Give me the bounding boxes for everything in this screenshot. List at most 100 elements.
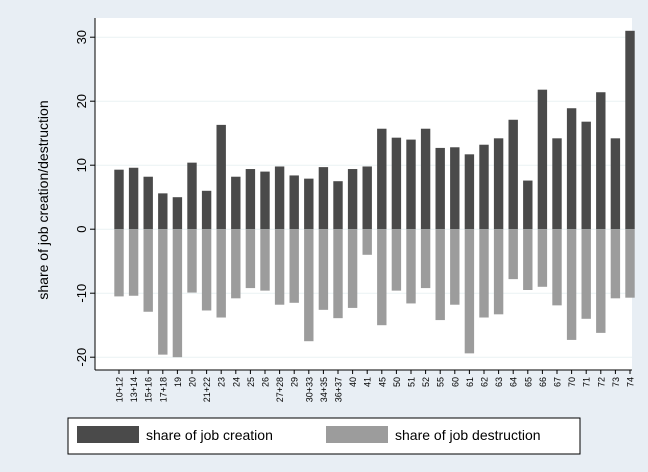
bar-job-destruction: [523, 229, 533, 290]
bar-job-creation: [479, 144, 489, 230]
bar-job-creation: [172, 197, 183, 230]
x-tick-label: 73: [611, 377, 621, 387]
x-tick-label: 61: [465, 377, 475, 387]
x-tick-label: 19: [173, 377, 183, 387]
x-tick-label: 51: [407, 377, 417, 387]
x-tick-label: 70: [567, 377, 577, 387]
bar-job-destruction: [289, 229, 299, 303]
y-tick-label: 10: [74, 158, 89, 172]
bar-job-destruction: [377, 229, 387, 326]
bar-job-destruction: [552, 229, 562, 306]
legend-label-destruction: share of job destruction: [395, 427, 541, 443]
y-tick-label: 0: [74, 226, 89, 233]
bar-job-destruction: [231, 229, 241, 299]
bar-job-creation: [318, 167, 329, 230]
bar-job-destruction: [260, 229, 270, 291]
bar-job-destruction: [172, 229, 183, 358]
bar-job-creation: [391, 137, 402, 230]
bar-job-destruction: [274, 229, 285, 305]
bar-job-creation: [362, 166, 372, 230]
bar-job-creation: [420, 128, 431, 230]
x-tick-label: 25: [246, 377, 256, 387]
x-tick-label: 26: [261, 377, 271, 387]
bar-job-destruction: [435, 229, 445, 321]
bar-job-creation: [596, 92, 606, 230]
bar-job-destruction: [537, 229, 548, 287]
bar-job-creation: [523, 180, 533, 230]
legend-swatch-destruction: [326, 426, 388, 443]
bar-job-destruction: [420, 229, 431, 289]
x-tick-label: 29: [290, 377, 300, 387]
bar-job-destruction: [479, 229, 489, 318]
x-tick-label: 41: [363, 377, 373, 387]
bar-job-destruction: [464, 229, 475, 354]
x-tick-label: 71: [582, 377, 592, 387]
x-tick-label: 34+35: [319, 377, 329, 402]
bar-job-creation: [377, 128, 387, 230]
bar-job-creation: [128, 167, 139, 230]
bar-job-creation: [114, 169, 124, 230]
bar-job-destruction: [158, 229, 168, 355]
bar-job-creation: [231, 176, 241, 230]
bar-job-creation: [406, 139, 416, 230]
x-tick-label: 45: [377, 377, 387, 387]
x-axis-ticks: 10+12 13+14 15+16 17+18 19 20 21+22 23 24 25 26 27+…: [115, 370, 636, 402]
x-tick-label: 24: [231, 377, 241, 387]
x-tick-label: 55: [436, 377, 446, 387]
x-tick-label: 17+18: [158, 377, 168, 402]
bar-job-destruction: [581, 229, 591, 319]
x-tick-label: 20: [188, 377, 198, 387]
bar-job-destruction: [114, 229, 124, 297]
bar-job-destruction: [245, 229, 256, 289]
bar-job-creation: [245, 169, 256, 230]
bar-job-destruction: [493, 229, 504, 315]
bar-job-creation: [143, 176, 153, 230]
bar-job-destruction: [566, 229, 577, 340]
x-tick-label: 10+12: [115, 377, 125, 402]
y-tick-label: 30: [74, 30, 89, 44]
bar-job-destruction: [596, 229, 606, 333]
x-tick-label: 52: [421, 377, 431, 387]
x-tick-label: 65: [523, 377, 533, 387]
x-tick-label: 72: [596, 377, 606, 387]
x-tick-label: 74: [626, 377, 636, 387]
bar-job-creation: [333, 181, 343, 230]
y-tick-label: 20: [74, 94, 89, 108]
x-tick-label: 67: [553, 377, 563, 387]
y-axis-title: share of job creation/destruction: [35, 100, 51, 299]
bar-job-creation: [537, 89, 548, 230]
bar-job-creation: [201, 190, 212, 230]
bar-job-creation: [552, 138, 562, 230]
bar-job-destruction: [201, 229, 212, 311]
bar-job-creation: [289, 175, 299, 230]
y-axis-ticks: -20 -10 0 10 20 30: [74, 30, 95, 367]
x-tick-label: 60: [450, 377, 460, 387]
x-tick-label: 36+37: [334, 377, 344, 402]
bar-job-creation: [216, 124, 226, 230]
bar-job-destruction: [508, 229, 518, 280]
y-tick-label: -20: [74, 348, 89, 367]
bar-job-creation: [625, 30, 635, 230]
bar-job-creation: [450, 147, 460, 230]
legend-box: [67, 417, 581, 455]
bar-job-creation: [260, 171, 270, 230]
x-tick-label: 50: [392, 377, 402, 387]
bar-job-destruction: [406, 229, 416, 304]
x-tick-label: 15+16: [144, 377, 154, 402]
bars-group: [114, 30, 635, 358]
bar-job-creation: [610, 138, 621, 230]
bar-job-creation: [464, 154, 475, 230]
bar-job-destruction: [304, 229, 314, 342]
bar-job-creation: [304, 178, 314, 230]
bar-job-creation: [566, 108, 577, 230]
y-tick-label: -10: [74, 284, 89, 303]
bar-job-destruction: [610, 229, 621, 299]
legend-swatch-creation: [77, 426, 139, 443]
bar-job-destruction: [347, 229, 358, 308]
bar-job-creation: [187, 162, 197, 230]
x-tick-label: 66: [538, 377, 548, 387]
x-tick-label: 62: [480, 377, 490, 387]
x-tick-label: 13+14: [129, 377, 139, 402]
bar-job-creation: [435, 147, 445, 230]
